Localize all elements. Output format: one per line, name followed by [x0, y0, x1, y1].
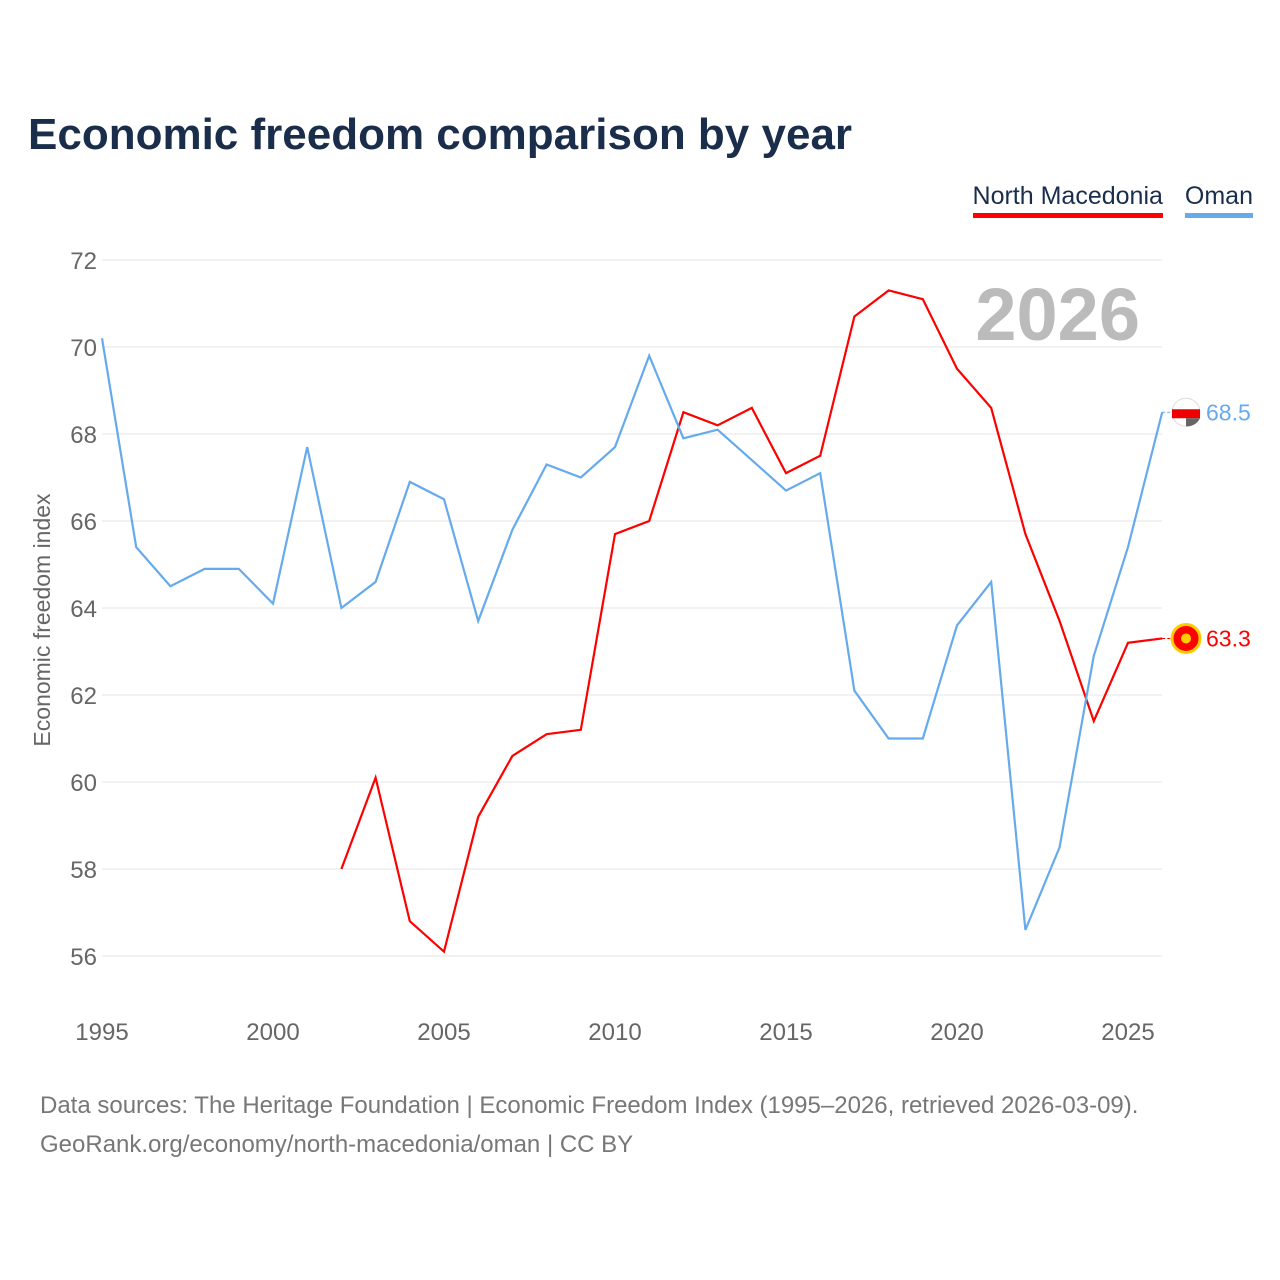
x-tick-label: 2020	[930, 1019, 983, 1046]
end-value-label: 63.3	[1206, 625, 1251, 651]
oman-flag-segment	[1186, 418, 1200, 427]
source-text: Data sources: The Heritage Foundation | …	[40, 1092, 1139, 1119]
oman-flag-stripe	[1172, 409, 1200, 419]
y-tick-label: 60	[70, 770, 97, 797]
series-line-oman	[100, 338, 1164, 931]
y-tick-label: 70	[70, 335, 97, 362]
legend: North Macedonia Oman	[972, 182, 1253, 218]
y-tick-label: 66	[70, 509, 97, 536]
y-tick-label: 64	[70, 596, 97, 623]
y-tick-label: 56	[70, 944, 97, 971]
y-tick-label: 62	[70, 683, 97, 710]
end-value-label: 68.5	[1206, 399, 1251, 425]
series-line-north-macedonia	[340, 289, 1163, 954]
y-tick-label: 72	[70, 248, 97, 275]
x-tick-label: 2005	[417, 1019, 470, 1046]
footer: Data sources: The Heritage Foundation | …	[40, 1086, 1138, 1164]
attribution-text: GeoRank.org/economy/north-macedonia/oman…	[40, 1131, 634, 1158]
legend-oman[interactable]: Oman	[1184, 182, 1253, 218]
flag-sun	[1181, 633, 1191, 644]
y-axis-label: Economic freedom index	[29, 493, 55, 747]
year-watermark: 2026	[975, 273, 1140, 356]
y-tick-label: 68	[70, 422, 97, 449]
chart-title: Economic freedom comparison by year	[28, 110, 853, 159]
x-tick-label: 2015	[759, 1019, 812, 1046]
x-tick-label: 2025	[1101, 1019, 1154, 1046]
x-tick-label: 2010	[588, 1019, 641, 1046]
legend-north-macedonia[interactable]: North Macedonia	[972, 182, 1163, 218]
x-tick-label: 1995	[75, 1019, 128, 1046]
y-tick-label: 58	[70, 857, 97, 884]
x-tick-label: 2000	[246, 1019, 299, 1046]
